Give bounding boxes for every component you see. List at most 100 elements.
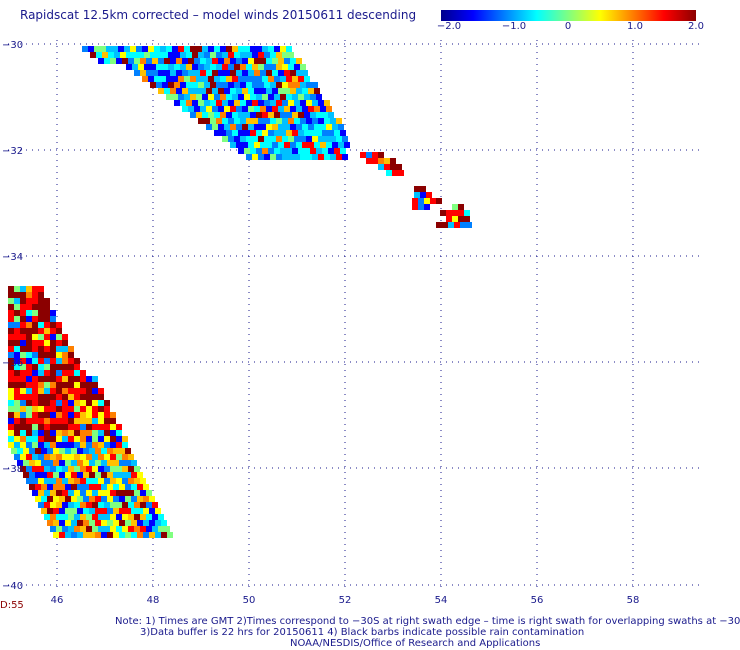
swath-cell	[143, 496, 149, 502]
swath-cell	[80, 466, 86, 472]
swath-cell	[276, 154, 282, 160]
swath-cell	[162, 52, 168, 58]
swath-cell	[38, 364, 44, 370]
swath-cell	[282, 64, 288, 70]
swath-cell	[56, 346, 62, 352]
swath-cell	[134, 490, 140, 496]
swath-cell	[226, 46, 232, 52]
swath-cell	[286, 148, 292, 154]
swath-cell	[14, 346, 20, 352]
swath-cell	[44, 406, 50, 412]
swath-cell	[20, 454, 26, 460]
swath-cell	[230, 124, 236, 130]
swath-cell	[190, 76, 196, 82]
lon-tick-label: 54	[435, 595, 448, 606]
swath-cell	[140, 514, 146, 520]
swath-cell	[302, 142, 308, 148]
swath-cell	[119, 508, 125, 514]
swath-cell	[95, 472, 101, 478]
swath-cell	[119, 448, 125, 454]
swath-cell	[164, 58, 170, 64]
swath-cell	[272, 58, 278, 64]
swath-cell	[26, 370, 32, 376]
swath-cell	[71, 508, 77, 514]
swath-cell	[186, 82, 192, 88]
swath-cell	[98, 424, 104, 430]
swath-cell	[128, 502, 134, 508]
swath-cell	[310, 148, 316, 154]
swath-cell	[398, 170, 404, 176]
swath-cell	[32, 322, 38, 328]
swath-cell	[20, 322, 26, 328]
swath-cell	[272, 124, 278, 130]
swath-cell	[292, 94, 298, 100]
swath-cell	[20, 412, 26, 418]
swath-cell	[74, 478, 80, 484]
swath-cell	[178, 94, 184, 100]
swath-cell	[186, 52, 192, 58]
swath-cell	[240, 136, 246, 142]
swath-cell	[98, 400, 104, 406]
swath-cell	[137, 484, 143, 490]
swath-cell	[384, 164, 390, 170]
swath-cell	[266, 88, 272, 94]
swath-cell	[71, 472, 77, 478]
swath-cell	[266, 142, 272, 148]
swath-cell	[29, 484, 35, 490]
swath-cell	[226, 130, 232, 136]
swath-cell	[272, 88, 278, 94]
swath-cell	[113, 532, 119, 538]
swath-cell	[98, 418, 104, 424]
swath-cell	[26, 340, 32, 346]
swath-cell	[50, 526, 56, 532]
swath-cell	[182, 106, 188, 112]
swath-cell	[140, 526, 146, 532]
swath-cell	[56, 430, 62, 436]
swath-cell	[216, 100, 222, 106]
swath-cell	[230, 88, 236, 94]
swath-cell	[250, 46, 256, 52]
swath-cell	[366, 152, 372, 158]
swath-cell	[184, 46, 190, 52]
swath-cell	[220, 112, 226, 118]
swath-cell	[32, 340, 38, 346]
swath-cell	[134, 70, 140, 76]
lat-tick-label: −34	[2, 252, 23, 263]
swath-cell	[288, 118, 294, 124]
swath-cell	[240, 100, 246, 106]
swath-cell	[300, 136, 306, 142]
swath-cell	[262, 112, 268, 118]
swath-cell	[276, 64, 282, 70]
swath-cell	[170, 88, 176, 94]
swath-cell	[80, 370, 86, 376]
swath-cell	[304, 112, 310, 118]
swath-cell	[132, 52, 138, 58]
swath-cell	[62, 382, 68, 388]
swath-cell	[137, 520, 143, 526]
swath-cell	[210, 118, 216, 124]
swath-cell	[26, 346, 32, 352]
swath-cell	[8, 436, 14, 442]
swath-cell	[214, 94, 220, 100]
swath-cell	[194, 70, 200, 76]
swath-cell	[47, 448, 53, 454]
swath-cell	[20, 466, 26, 472]
swath-cell	[292, 112, 298, 118]
swath-cell	[83, 460, 89, 466]
swath-cell	[20, 424, 26, 430]
swath-cell	[186, 100, 192, 106]
swath-cell	[98, 406, 104, 412]
swath-cell	[140, 490, 146, 496]
swath-cell	[326, 124, 332, 130]
swath-cell	[288, 154, 294, 160]
swath-cell	[134, 58, 140, 64]
swath-cell	[86, 526, 92, 532]
swath-cell	[158, 70, 164, 76]
swath-cell	[262, 148, 268, 154]
swath-cell	[8, 370, 14, 376]
swath-cell	[89, 484, 95, 490]
swath-cell	[44, 394, 50, 400]
swath-cell	[242, 106, 248, 112]
swath-cell	[35, 460, 41, 466]
swath-cell	[436, 222, 442, 228]
